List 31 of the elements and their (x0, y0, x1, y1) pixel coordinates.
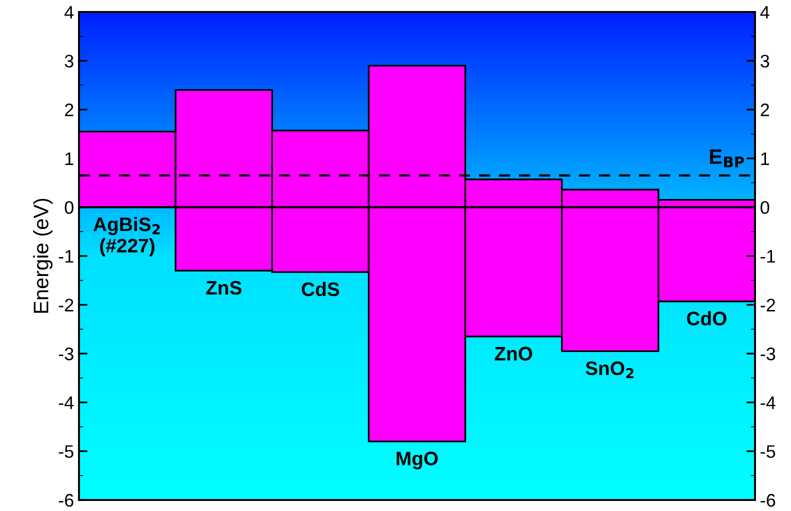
ref-line-label: E$_{BP}$ (710, 149, 744, 168)
y-tick-label: -4 (58, 396, 74, 409)
x-tick-label: MgO (396, 452, 438, 470)
y-tick-label: 3 (64, 54, 74, 68)
y2-tick-label: -4 (760, 396, 776, 409)
y-tick-label: -1 (58, 250, 74, 263)
y-tick-label: 4 (64, 6, 74, 19)
y2-tick-label: 1 (761, 152, 770, 165)
x-tick-label: SnO$_{2}$ (586, 361, 634, 378)
x-tick-label: AgBiS$_{2}$ (#227) (93, 216, 160, 256)
y2-tick-label: -5 (760, 445, 776, 458)
y-axis-title: Energie (eV) (33, 198, 53, 313)
y-tick-label: 1 (65, 152, 74, 165)
y2-tick-label: -6 (760, 494, 776, 507)
y-tick-label: 2 (65, 104, 74, 116)
y2-tick-label: 4 (760, 6, 770, 19)
x-tick-label: CdS (302, 282, 340, 296)
y2-tick-label: 2 (760, 104, 769, 116)
y-tick-label: -6 (58, 494, 74, 507)
x-tick-label: CdO (686, 311, 726, 326)
x-tick-label: ZnO (494, 346, 532, 361)
y2-tick-label: -2 (760, 298, 776, 312)
y2-tick-label: 0 (760, 201, 770, 214)
x-tick-label: ZnS (206, 280, 242, 295)
y2-tick-label: -3 (760, 348, 776, 360)
y-tick-label: 0 (64, 201, 74, 214)
y-tick-label: -3 (58, 348, 74, 360)
y-tick-label: -2 (58, 298, 74, 312)
y-tick-label: -5 (58, 445, 74, 458)
y2-tick-label: 3 (760, 54, 770, 68)
y2-tick-label: -1 (760, 250, 776, 263)
